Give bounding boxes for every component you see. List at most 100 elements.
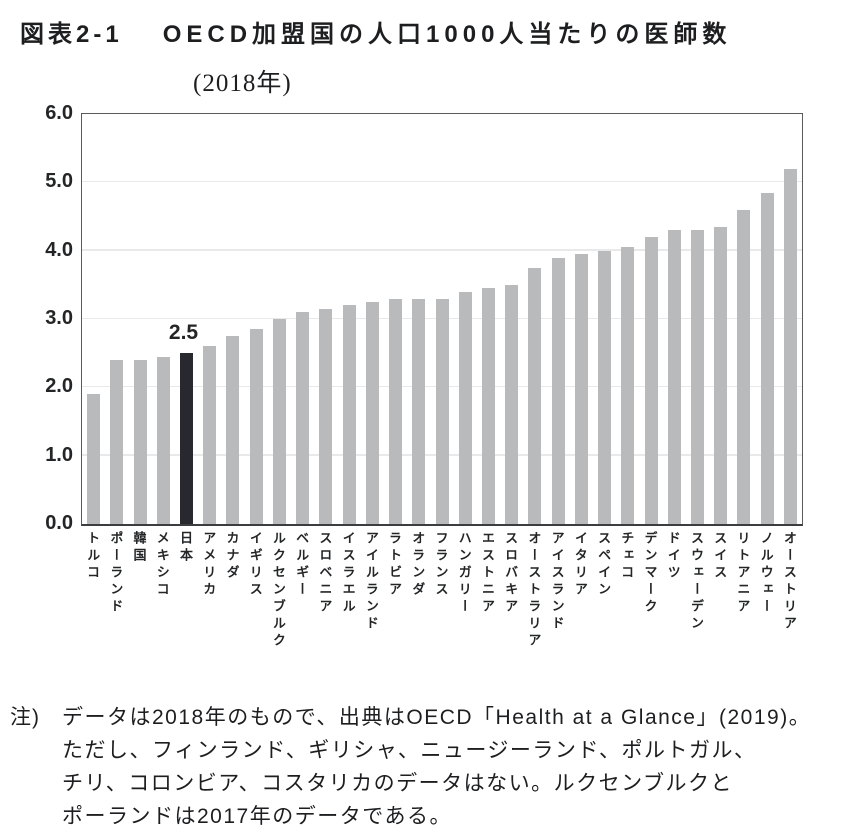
x-tick-label: スロベニア <box>313 531 336 621</box>
gridline <box>82 249 802 251</box>
bar <box>342 305 356 524</box>
note-line: ポーランドは2017年のデータである。 <box>62 805 453 828</box>
bar <box>505 284 519 524</box>
x-tick-label-text: イタリア <box>572 531 588 599</box>
x-tick-label-text: ドイツ <box>665 531 681 582</box>
x-tick-label-text: トルコ <box>85 531 101 582</box>
note-line: ただし、フィンランド、ギリシャ、ニュージーランド、ポルトガル、 <box>62 739 757 762</box>
y-tick-label: 0.0 <box>45 512 73 534</box>
x-tick-label: オーストラリア <box>522 531 545 655</box>
x-tick-label: ハンガリー <box>453 531 476 621</box>
figure-header: 図表2‐1 OECD加盟国の人口1000人当たりの医師数 (2018年) <box>20 14 830 99</box>
x-tick-label: アイスランド <box>546 531 569 638</box>
x-tick-label: スウェーデン <box>685 531 708 638</box>
y-tick-label: 3.0 <box>45 307 73 329</box>
x-tick-label: ドイツ <box>662 531 685 587</box>
x-tick-label: リトアニア <box>731 531 754 621</box>
x-tick-label-text: オーストラリア <box>526 531 542 650</box>
x-tick-label: スペイン <box>592 531 615 604</box>
x-tick-label-text: エストニア <box>479 531 495 616</box>
bar-highlight <box>180 353 194 524</box>
bar <box>435 298 449 524</box>
bar <box>714 226 728 524</box>
bar <box>296 312 310 524</box>
y-tick-label: 5.0 <box>45 170 73 193</box>
x-tick-label-text: 韓国 <box>131 531 147 565</box>
x-tick-label-text: ラトビア <box>387 531 403 599</box>
x-tick-label-text: スロベニア <box>317 531 333 616</box>
x-tick-label: チェコ <box>615 531 638 587</box>
x-tick-label-text: アイルランド <box>363 531 379 633</box>
y-tick-label: 4.0 <box>45 238 73 261</box>
bar <box>528 267 542 524</box>
x-tick-label-text: オランダ <box>410 531 426 599</box>
x-tick-label: イタリア <box>569 531 592 604</box>
note: 注) データは2018年のもので、出典はOECD「Health at a Gla… <box>10 701 834 833</box>
bar <box>783 168 797 524</box>
x-tick-label: ルクセンブルク <box>267 531 290 655</box>
x-tick-label: 日本 <box>174 531 197 570</box>
x-tick-label-text: オーストリア <box>781 531 797 633</box>
bar <box>481 288 495 524</box>
x-tick-label: イスラエル <box>336 531 359 621</box>
x-tick-label-text: フランス <box>433 531 449 599</box>
bar <box>598 250 612 524</box>
x-tick-label-text: イギリス <box>247 531 263 599</box>
x-tick-label-text: チェコ <box>619 531 635 582</box>
x-tick-label-text: デンマーク <box>642 531 658 616</box>
x-tick-label-text: リトアニア <box>735 531 751 616</box>
x-tick-label: ラトビア <box>383 531 406 604</box>
bar <box>226 336 240 524</box>
bar <box>87 394 101 524</box>
figure-title: OECD加盟国の人口1000人当たりの医師数 <box>162 21 732 48</box>
bar <box>574 254 588 524</box>
x-tick-label: メキシコ <box>151 531 174 604</box>
y-tick-label: 6.0 <box>45 102 73 124</box>
bar <box>667 230 681 524</box>
x-tick-label-text: ルクセンブルク <box>270 531 286 650</box>
bar <box>272 319 286 524</box>
x-tick-label-text: ハンガリー <box>456 531 472 616</box>
x-tick-label-text: アイスランド <box>549 531 565 633</box>
x-tick-label: ノルウェー <box>755 531 778 621</box>
note-text: データは2018年のもので、出典はOECD「Health at a Glance… <box>62 701 834 833</box>
x-tick-label: オランダ <box>406 531 429 604</box>
x-tick-label: スイス <box>708 531 731 587</box>
bar <box>458 291 472 524</box>
x-tick-label: エストニア <box>476 531 499 621</box>
highlight-value-label: 2.5 <box>168 321 199 345</box>
bar <box>621 247 635 524</box>
bar <box>319 308 333 524</box>
x-tick-label: アメリカ <box>197 531 220 604</box>
bar <box>156 356 170 524</box>
x-tick-label-text: 日本 <box>178 531 193 565</box>
x-tick-label: スロバキア <box>499 531 522 621</box>
x-tick-label: イギリス <box>244 531 267 604</box>
x-tick-label: フランス <box>429 531 452 604</box>
note-line: チリ、コロンビア、コスタリカのデータはない。ルクセンブルクと <box>62 772 734 795</box>
bar <box>551 257 565 524</box>
x-tick-label-text: カナダ <box>224 531 240 582</box>
x-tick-label-text: ベルギー <box>294 531 310 599</box>
bar <box>365 301 379 524</box>
x-tick-label: 韓国 <box>127 531 150 570</box>
figure-subtitle: (2018年) <box>193 70 292 97</box>
bar <box>690 230 704 524</box>
gridline <box>82 180 802 183</box>
x-tick-label-text: ノルウェー <box>758 531 774 616</box>
x-tick-label: デンマーク <box>638 531 661 621</box>
bar <box>133 360 147 524</box>
y-tick-label: 1.0 <box>45 443 73 466</box>
x-tick-label: ベルギー <box>290 531 313 604</box>
bar <box>737 209 751 524</box>
x-tick-label-text: スロバキア <box>503 531 519 616</box>
x-tick-label: オーストリア <box>778 531 801 638</box>
bar <box>412 298 426 524</box>
x-tick-label-text: ポーランド <box>108 531 124 616</box>
x-tick-label-text: スイス <box>712 531 728 582</box>
bar <box>203 346 217 524</box>
plot-area <box>81 113 803 526</box>
x-tick-label: カナダ <box>220 531 243 587</box>
figure-number: 図表2‐1 <box>20 21 123 48</box>
x-tick-label: ポーランド <box>104 531 127 621</box>
